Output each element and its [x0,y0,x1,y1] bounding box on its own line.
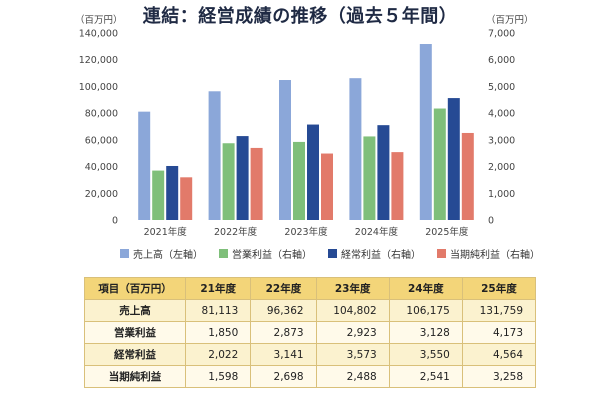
table-cell: 1,850 [184,321,252,344]
table-header-year: 22年度 [250,277,317,300]
table-row: 売上高 81,113 96,362 104,802 106,175 131,75… [84,299,537,322]
table-row: 経常利益 2,022 3,141 3,573 3,550 4,564 [84,343,537,366]
bar [166,165,179,220]
table-header-year: 25年度 [461,277,537,300]
table-cell: 3,573 [315,343,390,366]
legend-swatch [219,249,228,258]
row-label: 売上高 [84,299,186,322]
table-header-year: 24年度 [388,277,463,300]
legend-swatch [328,249,337,258]
legend-swatch [120,249,129,258]
bar [293,141,305,220]
bar [138,111,151,220]
x-axis-category-label: 2025年度 [425,226,469,238]
bar [349,78,362,220]
row-label: 経常利益 [84,343,186,366]
legend-label: 営業利益（右軸） [232,250,312,261]
bar [363,136,376,220]
left-axis-tick-label: 40,000 [85,162,118,173]
legend-item: 営業利益（右軸） [219,246,312,261]
bar [377,125,390,220]
legend-item: 売上高（左軸） [120,246,203,261]
table-header-year: 21年度 [184,277,252,300]
table-cell: 96,362 [250,299,317,322]
legend-item: 当期純利益（右軸） [437,246,540,261]
right-axis-tick-label: 6,000 [488,55,515,66]
left-axis-tick-label: 100,000 [79,82,118,93]
table-cell: 3,258 [461,365,537,388]
left-axis-tick-label: 0 [112,216,118,227]
left-axis-tick-label: 120,000 [79,55,118,66]
table-cell: 106,175 [388,299,463,322]
table-row: 営業利益 1,850 2,873 2,923 3,128 4,173 [84,321,537,344]
x-axis-category-label: 2021年度 [144,226,188,238]
table-cell: 4,564 [461,343,537,366]
table-row: 当期純利益 1,598 2,698 2,488 2,541 3,258 [84,365,537,388]
table-cell: 3,550 [388,343,463,366]
bar [391,152,404,220]
table-header-year: 23年度 [315,277,390,300]
bar [208,91,221,220]
legend-label: 経常利益（右軸） [341,250,421,261]
table-cell: 131,759 [461,299,537,322]
right-axis-tick-label: 0 [488,216,494,227]
table-cell: 2,022 [184,343,252,366]
bar [447,98,460,220]
right-axis-tick-label: 2,000 [488,162,515,173]
right-axis-tick-label: 7,000 [488,29,515,40]
table-cell: 81,113 [184,299,252,322]
row-label: 当期純利益 [84,365,186,388]
table-cell: 2,488 [315,365,390,388]
right-axis-tick-label: 3,000 [488,135,515,146]
bar [419,44,432,220]
chart-legend: 売上高（左軸） 営業利益（右軸） 経常利益（右軸） 当期純利益（右軸） [120,246,540,261]
bar [236,136,249,220]
x-axis-category-label: 2024年度 [355,226,399,238]
legend-label: 当期純利益（右軸） [450,250,540,261]
bar [307,124,319,220]
right-axis-tick-label: 5,000 [488,82,515,93]
table-cell: 2,923 [315,321,390,344]
left-axis-tick-label: 60,000 [85,135,118,146]
x-axis-category-label: 2022年度 [214,226,258,238]
left-axis-tick-label: 80,000 [85,109,118,120]
bar [222,143,235,220]
table-cell: 4,173 [461,321,537,344]
table-cell: 3,128 [388,321,463,344]
chart-title: 連結：経営成績の推移（過去５年間） [142,6,458,27]
bar [279,80,291,221]
table-cell: 104,802 [315,299,390,322]
results-table: 項目（百万円） 21年度 22年度 23年度 24年度 25年度 売上高 81,… [84,277,537,388]
bar [433,108,446,220]
bar [152,170,165,220]
table-cell: 2,873 [250,321,317,344]
left-axis-tick-label: 140,000 [79,29,118,40]
legend-item: 経常利益（右軸） [328,246,421,261]
table-header-item: 項目（百万円） [84,277,186,300]
x-axis-category-label: 2023年度 [284,226,328,238]
legend-label: 売上高（左軸） [133,250,203,261]
bar [321,153,333,220]
table-cell: 2,541 [388,365,463,388]
table-cell: 3,141 [250,343,317,366]
left-axis-tick-label: 20,000 [85,189,118,200]
bar [461,132,474,220]
right-axis-tick-label: 1,000 [488,189,515,200]
table-cell: 1,598 [184,365,252,388]
left-axis-unit: （百万円） [75,14,123,26]
table-cell: 2,698 [250,365,317,388]
right-axis-unit: （百万円） [486,14,534,26]
bar [180,177,193,220]
bar [250,147,263,220]
right-axis-tick-label: 4,000 [488,109,515,120]
bar-chart: （百万円） （百万円） 0 20,000 40,000 60,000 80,000 100,0… [75,14,534,238]
table-header-row: 項目（百万円） 21年度 22年度 23年度 24年度 25年度 [84,277,537,300]
row-label: 営業利益 [84,321,186,344]
legend-swatch [437,249,446,258]
